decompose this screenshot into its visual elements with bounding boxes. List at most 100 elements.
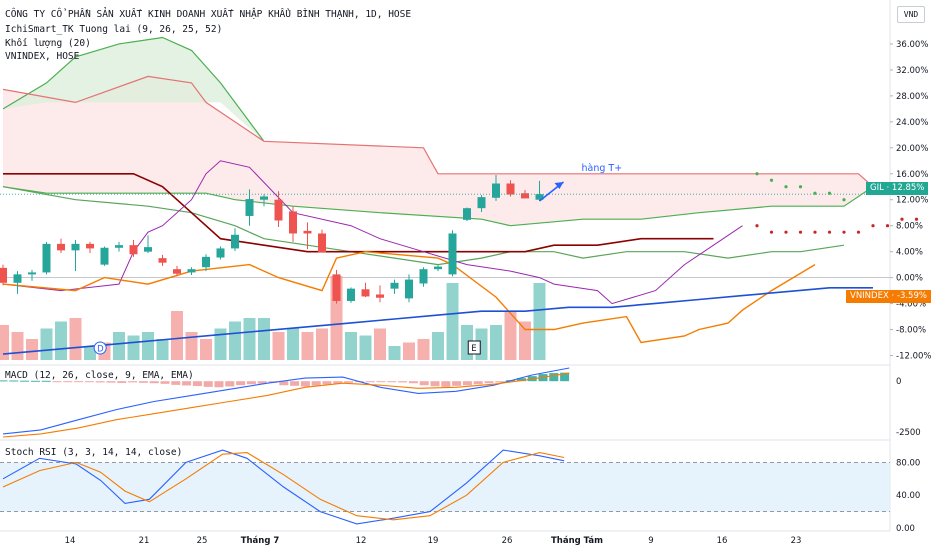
candle-body: [187, 269, 196, 273]
macd-histogram-bar: [41, 380, 51, 382]
volume-bar: [243, 318, 256, 360]
vnindex-price-tag: VNINDEX · -3.59%: [846, 290, 931, 303]
macd-tick-label: -2500: [896, 428, 921, 438]
future-kumo-dot: [914, 217, 919, 221]
volume-bar: [0, 325, 9, 360]
candle-body: [260, 196, 268, 200]
macd-histogram-bar: [52, 381, 62, 383]
macd-histogram-bar: [452, 381, 462, 386]
volume-bar: [214, 328, 227, 360]
dividend-marker[interactable]: [93, 341, 107, 355]
volume-bar: [40, 328, 53, 360]
macd-histogram-bar: [95, 381, 105, 383]
volume-bar: [26, 339, 38, 360]
volume-bar: [272, 332, 285, 360]
candle-body: [535, 194, 544, 200]
volume-bar: [185, 332, 198, 360]
volume-bar: [374, 328, 386, 360]
future-kumo-dot: [769, 230, 774, 234]
stoch-band: [0, 462, 890, 512]
macd-histogram-bar: [516, 378, 526, 382]
macd-histogram-bar: [408, 381, 418, 384]
macd-histogram-bar: [322, 381, 332, 385]
macd-histogram-bar: [495, 381, 505, 383]
volume-bar: [127, 335, 140, 360]
candle-body: [303, 230, 312, 234]
earnings-marker-label: E: [471, 344, 476, 354]
future-kumo-dot: [755, 224, 759, 228]
x-tick-label: 9: [648, 536, 653, 546]
macd-histogram-bar: [182, 381, 192, 386]
macd-histogram-bar: [20, 380, 30, 382]
y-tick-label: 36.00%: [896, 40, 928, 50]
macd-histogram-bar: [63, 381, 73, 383]
dividend-marker-label: D: [97, 345, 104, 355]
volume-bar: [388, 346, 401, 360]
macd-signal-line: [2, 372, 570, 438]
volume-bar: [504, 311, 517, 360]
candle-body: [71, 243, 80, 251]
y-tick-label: -12.00%: [896, 352, 931, 362]
chikou-line: [2, 160, 743, 305]
future-kumo-dot: [842, 230, 846, 234]
ichimoku-legend[interactable]: IchiSmart_TK Tuong lai (9, 26, 25, 52): [5, 24, 223, 35]
volume-bar: [200, 339, 212, 360]
y-tick-label: 32.00%: [896, 66, 928, 76]
macd-histogram-bar: [344, 381, 354, 383]
x-tick-label: 16: [717, 536, 728, 546]
stoch-tick-label: 40.00: [896, 491, 920, 501]
macd-histogram-bar: [106, 381, 116, 383]
future-kumo-dot: [813, 191, 817, 195]
macd-histogram-bar: [171, 381, 181, 385]
macd-histogram-bar: [117, 381, 127, 384]
x-tick-label: Tháng 7: [241, 536, 280, 546]
future-kumo-dot: [798, 185, 803, 189]
macd-histogram-bar: [365, 381, 375, 383]
macd-legend[interactable]: MACD (12, 26, close, 9, EMA, EMA): [5, 370, 194, 381]
gil-price-tag: GIL · 12.85%: [866, 182, 929, 195]
macd-histogram-bar: [560, 372, 570, 382]
tenkan-line: [2, 186, 845, 266]
future-kumo-dot: [842, 198, 846, 202]
candle-body: [115, 245, 123, 248]
candle-body: [419, 269, 428, 284]
macd-histogram-bar: [0, 380, 8, 382]
macd-histogram-bar: [462, 381, 472, 386]
stoch-rsi-legend[interactable]: Stoch RSI (3, 3, 14, 14, close): [5, 447, 183, 458]
future-kumo-dot: [900, 217, 904, 221]
candle-body: [13, 274, 22, 283]
future-kumo-dot: [856, 230, 861, 234]
volume-bar: [84, 346, 96, 360]
y-tick-label: 16.00%: [896, 170, 928, 180]
future-kumo-dot: [784, 230, 788, 234]
candle-body: [144, 247, 152, 252]
volume-legend[interactable]: Khối lượng (20): [5, 38, 91, 49]
candle-body: [463, 208, 471, 220]
earnings-marker[interactable]: [467, 340, 481, 355]
candle-body: [86, 243, 94, 249]
compare-legend[interactable]: VNINDEX, HOSE: [5, 51, 80, 62]
candle-body: [202, 256, 210, 268]
macd-histogram-bar: [300, 381, 310, 387]
volume-bar: [229, 321, 241, 360]
macd-histogram-bar: [290, 381, 300, 386]
annotation-label[interactable]: hàng T+: [582, 163, 623, 174]
macd-histogram-bar: [225, 381, 235, 387]
macd-histogram-bar: [441, 381, 451, 387]
volume-bar: [171, 311, 183, 360]
volume-bar: [11, 332, 24, 360]
y-tick-label: -8.00%: [896, 326, 926, 336]
volume-bar: [69, 318, 82, 360]
candle-body: [0, 267, 7, 283]
y-tick-label: -4.00%: [896, 300, 926, 310]
macd-histogram-bar: [192, 381, 202, 387]
macd-histogram-bar: [398, 381, 408, 383]
candle-body: [57, 243, 65, 251]
volume-bar: [345, 332, 357, 360]
currency-badge[interactable]: VND: [897, 6, 925, 23]
volume-bar: [55, 321, 67, 360]
y-tick-label: 4.00%: [896, 248, 923, 258]
candle-body: [361, 289, 370, 297]
candle-body: [158, 258, 167, 263]
